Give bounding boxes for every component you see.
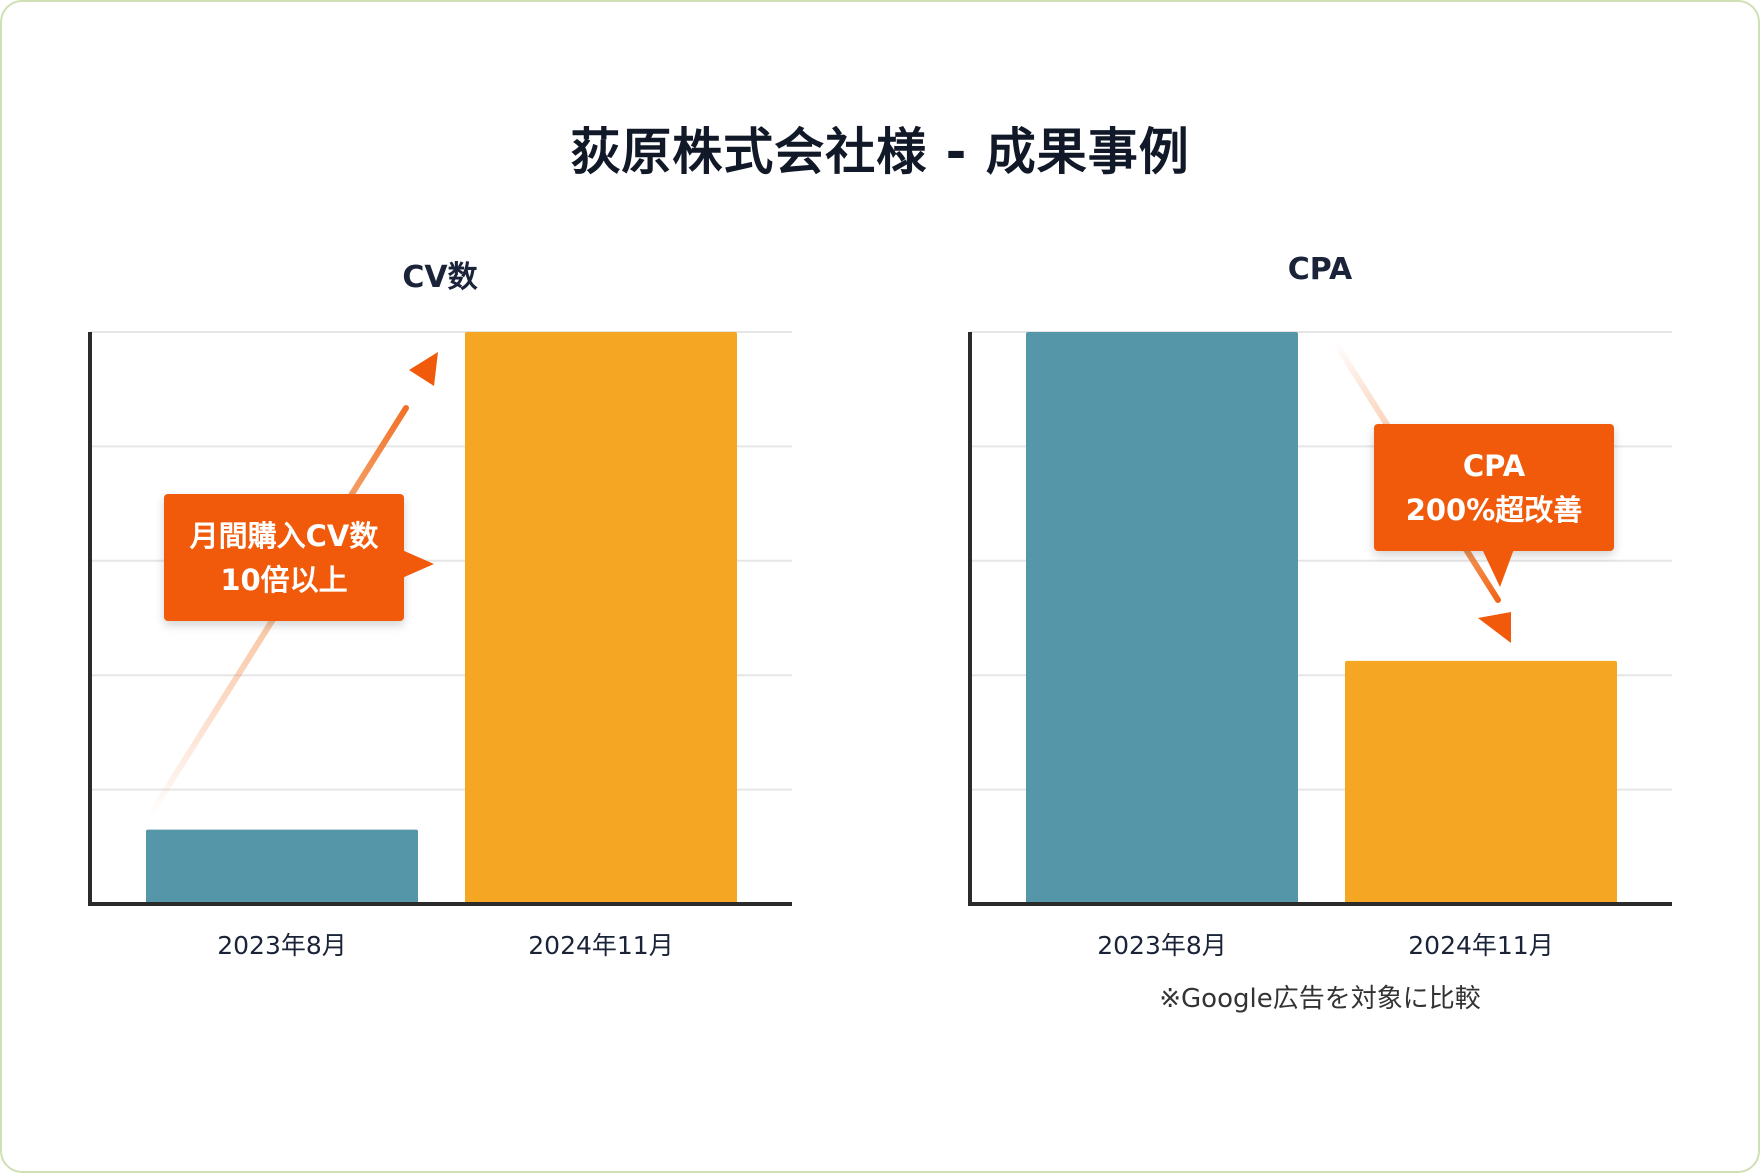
cv-axis (88, 332, 792, 906)
cpa-callout-line1: CPA (1462, 448, 1526, 483)
cpa-callout-pointer (1482, 549, 1514, 587)
footnote: ※Google広告を対象に比較 (1159, 984, 1481, 1014)
cv-growth-arrow-head (409, 352, 438, 386)
cpa-axis (968, 332, 1672, 906)
cv-callout: 月間購入CV数 10倍以上 (164, 494, 404, 621)
cpa-bar-chart: 2023年8月 2024年11月 (968, 331, 1672, 960)
cv-bar-chart: 2023年8月 2024年11月 (88, 331, 792, 960)
cv-bar-after (465, 332, 737, 904)
cpa-decline-arrow-head (1478, 612, 1511, 643)
cpa-bar-before (1026, 332, 1298, 904)
cv-bar-before (146, 829, 418, 904)
cpa-chart-title: CPA (1287, 252, 1353, 287)
cpa-callout: CPA 200%超改善 (1374, 424, 1614, 551)
cpa-callout-line2: 200%超改善 (1405, 492, 1583, 527)
cv-callout-line2: 10倍以上 (220, 562, 348, 597)
cpa-tick-label: 2023年8月 (1097, 931, 1227, 960)
page-title: 荻原株式会社様 - 成果事例 (570, 123, 1190, 181)
cv-callout-pointer (402, 550, 434, 578)
cpa-bar-after (1345, 660, 1617, 904)
cv-tick-label: 2023年8月 (217, 931, 347, 960)
cv-callout-line1: 月間購入CV数 (189, 518, 379, 553)
cv-chart-title: CV数 (402, 260, 478, 295)
cpa-tick-label: 2024年11月 (1408, 931, 1553, 960)
cv-tick-label: 2024年11月 (528, 931, 673, 960)
